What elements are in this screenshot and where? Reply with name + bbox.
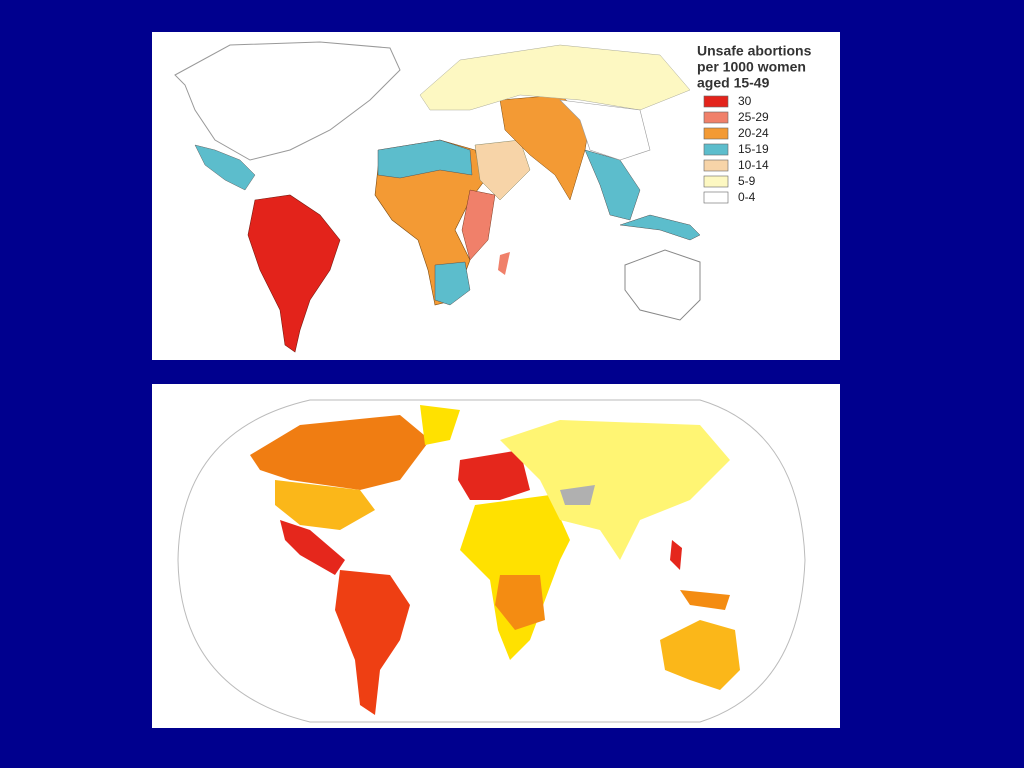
united-states [275,480,375,530]
legend-swatch [703,143,729,156]
legend-swatch [703,127,729,140]
indonesia [680,590,730,610]
canada [250,415,430,490]
asia [500,420,730,560]
madagascar [498,252,510,275]
north-africa [377,139,473,179]
south-america [247,194,341,353]
central-africa [495,575,545,630]
europe [458,450,530,500]
east-africa [461,189,496,261]
greenland [420,405,460,445]
middle-east [474,139,531,201]
bottom-map [152,384,840,728]
north-america [174,41,401,161]
south-america [335,570,410,715]
legend-label: 15-19 [738,142,769,156]
philippines [670,540,682,570]
east-asia [559,99,651,161]
southern-africa [434,261,471,306]
legend-title: aged 15-49 [697,75,770,91]
legend-title: Unsafe abortions [697,43,812,59]
no-data [560,485,595,505]
australia [624,249,701,321]
legend-label: 10-14 [738,158,769,172]
legend-label: 25-29 [738,110,769,124]
legend-swatch [703,175,729,188]
central-america [194,144,256,191]
legend-swatch [703,95,729,108]
australia [660,620,740,690]
mexico [280,520,345,575]
legend-label: 30 [738,94,752,108]
legend-label: 20-24 [738,126,769,140]
legend-swatch [703,191,729,204]
legend-swatch [703,159,729,172]
legend-swatch [703,111,729,124]
legend-title: per 1000 women [697,59,806,75]
indonesia [619,214,701,241]
legend-label: 0-4 [738,190,756,204]
legend-label: 5-9 [738,174,756,188]
